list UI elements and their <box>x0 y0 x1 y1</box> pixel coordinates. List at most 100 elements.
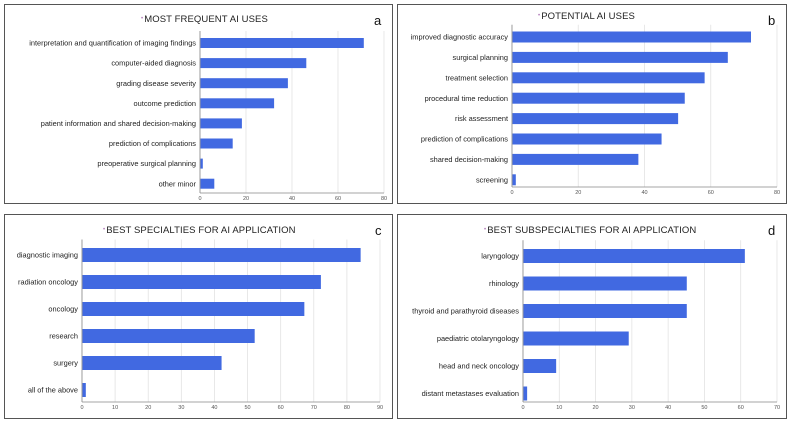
x-tick-label: 30 <box>178 405 184 411</box>
bar <box>82 383 86 397</box>
category-label: distant metastases evaluation <box>422 389 519 398</box>
x-tick-label: 40 <box>641 190 647 196</box>
bar <box>82 329 255 343</box>
bar <box>523 359 557 373</box>
x-tick-label: 90 <box>377 405 383 411</box>
category-label: interpretation and quantification of ima… <box>29 39 196 48</box>
category-label: research <box>49 332 78 341</box>
panel-label: b <box>768 13 776 28</box>
bar <box>512 174 516 186</box>
x-tick-label: 60 <box>278 405 284 411</box>
panel-label: d <box>768 223 776 238</box>
x-tick-label: 20 <box>575 190 581 196</box>
x-tick-label: 60 <box>738 405 744 411</box>
bar <box>523 331 629 346</box>
bar <box>200 118 242 129</box>
x-tick-label: 80 <box>344 405 350 411</box>
panel-label: c <box>375 223 382 238</box>
category-label: radiation oncology <box>18 278 78 287</box>
bar-chart: 0 10 20 30 40 50 60 70 laryngology rhinology thyro… <box>412 240 780 411</box>
category-label: oncology <box>48 305 78 314</box>
category-label: surgical planning <box>453 53 508 62</box>
bullet-icon: • <box>103 227 106 233</box>
bullet-icon: • <box>538 13 541 19</box>
bar <box>200 38 364 48</box>
bar <box>512 153 639 165</box>
chart-title: •BEST SPECIALTIES FOR AI APPLICATION <box>103 225 296 236</box>
bar <box>82 356 222 370</box>
bullet-icon: • <box>141 16 144 22</box>
bar <box>512 92 685 104</box>
category-label: treatment selection <box>446 73 508 82</box>
bar <box>523 249 745 263</box>
bar <box>200 158 203 169</box>
bar <box>512 113 679 125</box>
x-tick-label: 0 <box>198 196 201 202</box>
chart-title: •MOST FREQUENT AI USES <box>141 14 268 25</box>
bar <box>512 133 662 145</box>
x-tick-label: 40 <box>211 405 217 411</box>
category-label: laryngology <box>481 252 519 261</box>
category-label: patient information and shared decision-… <box>41 119 196 128</box>
bar <box>200 178 215 189</box>
x-tick-label: 70 <box>774 405 780 411</box>
bar-chart: 0 20 40 60 80 interpretation and quantificati… <box>29 30 387 202</box>
category-label: other minor <box>159 179 197 188</box>
category-label: paediatric otolaryngology <box>437 334 519 343</box>
panel-a: •MOST FREQUENT AI USES a 0 20 40 60 80 interp… <box>4 4 393 204</box>
chart-title: •BEST SUBSPECIALTIES FOR AI APPLICATION <box>484 225 697 236</box>
bar <box>523 276 687 291</box>
x-tick-label: 0 <box>80 405 83 411</box>
x-tick-label: 40 <box>289 196 295 202</box>
bar <box>200 138 233 149</box>
bullet-icon: • <box>484 227 487 233</box>
bar <box>512 72 705 84</box>
x-tick-label: 70 <box>311 405 317 411</box>
category-label: surgery <box>53 359 78 368</box>
bar <box>82 248 361 262</box>
panel-d: •BEST SUBSPECIALTIES FOR AI APPLICATION … <box>397 214 787 419</box>
category-label: prediction of complications <box>109 139 196 148</box>
bar <box>523 304 687 318</box>
category-label: thyroid and parathyroid diseases <box>412 307 519 316</box>
x-tick-label: 10 <box>556 405 562 411</box>
x-tick-label: 50 <box>701 405 707 411</box>
bar <box>200 98 275 109</box>
category-label: head and neck oncology <box>439 362 519 371</box>
chart-title: •POTENTIAL AI USES <box>538 11 635 22</box>
category-label: risk assessment <box>455 114 508 123</box>
category-label: preoperative surgical planning <box>97 159 196 168</box>
x-tick-label: 60 <box>335 196 341 202</box>
category-label: improved diagnostic accuracy <box>411 33 509 42</box>
category-label: all of the above <box>28 386 78 395</box>
x-tick-label: 80 <box>774 190 780 196</box>
category-label: rhinology <box>489 279 519 288</box>
category-label: grading disease severity <box>116 79 196 88</box>
category-label: computer-aided diagnosis <box>111 59 196 68</box>
bar <box>512 51 728 63</box>
x-tick-label: 10 <box>112 405 118 411</box>
x-tick-label: 20 <box>145 405 151 411</box>
panel-c: •BEST SPECIALTIES FOR AI APPLICATION c 0… <box>4 214 393 419</box>
panel-b: •POTENTIAL AI USES b 0 20 40 60 80 improved d… <box>397 4 787 204</box>
category-label: procedural time reduction <box>425 94 508 103</box>
category-label: shared decision-making <box>430 155 508 164</box>
x-tick-label: 60 <box>708 190 714 196</box>
x-tick-label: 80 <box>381 196 387 202</box>
bar <box>523 386 528 401</box>
x-tick-label: 0 <box>521 405 524 411</box>
x-tick-label: 0 <box>510 190 513 196</box>
bar <box>82 302 305 316</box>
bar-chart: 0 10 20 30 40 50 60 70 80 90 diagnostic imaging rad… <box>17 239 383 411</box>
bar-chart: 0 20 40 60 80 improved diagnostic accuracy sur… <box>411 24 780 196</box>
bar <box>82 275 321 289</box>
x-tick-label: 20 <box>593 405 599 411</box>
bar <box>200 58 307 69</box>
x-tick-label: 30 <box>629 405 635 411</box>
x-tick-label: 40 <box>665 405 671 411</box>
bar <box>200 78 288 89</box>
bar <box>512 31 751 43</box>
x-tick-label: 50 <box>244 405 250 411</box>
panel-label: a <box>374 13 382 28</box>
category-label: outcome prediction <box>134 99 196 108</box>
